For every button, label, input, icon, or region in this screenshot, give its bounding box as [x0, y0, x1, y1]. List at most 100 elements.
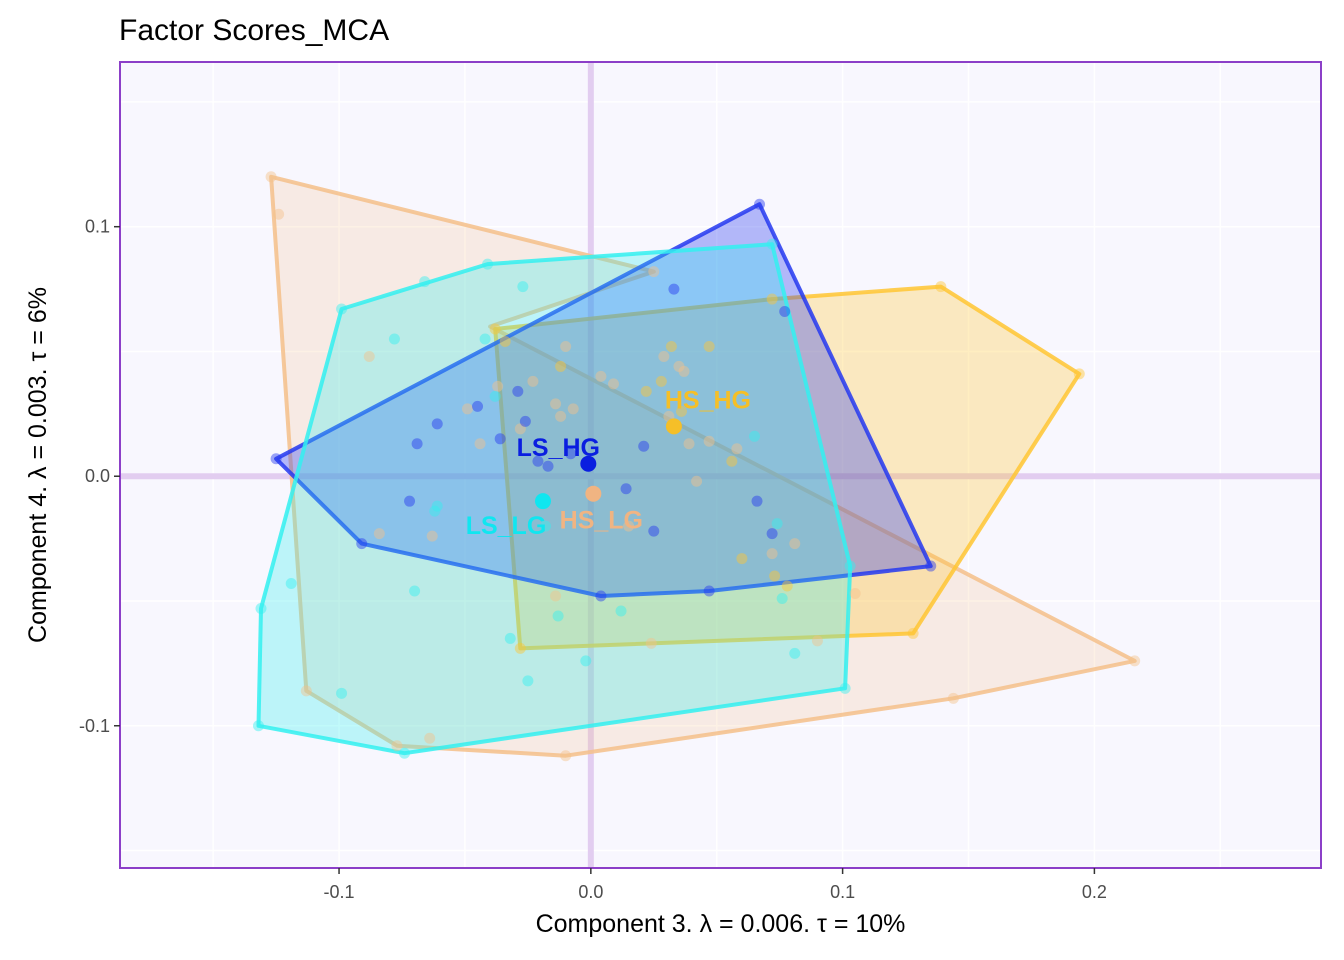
point-ls-hg: [668, 283, 680, 295]
point-hs-lg: [811, 635, 823, 647]
point-hs-lg: [363, 350, 375, 362]
point-hs-hg: [640, 385, 652, 397]
point-ls-hg: [431, 418, 443, 430]
point-hs-lg: [300, 685, 312, 697]
point-hs-lg: [527, 375, 539, 387]
point-hs-lg: [560, 340, 572, 352]
point-hs-lg: [595, 370, 607, 382]
mean-ls-lg: [534, 493, 551, 510]
point-hs-lg: [683, 438, 695, 450]
group-means: [534, 418, 682, 510]
x-axis-ticks: -0.1 0.0 0.1 0.2: [324, 868, 1107, 902]
point-hs-lg: [731, 443, 743, 455]
mean-ls-hg: [580, 455, 597, 472]
point-ls-lg: [839, 682, 851, 694]
point-hs-hg: [1073, 368, 1085, 380]
y-axis-title: Component 4. λ = 0.003. τ = 6%: [24, 287, 52, 643]
point-ls-hg: [703, 585, 715, 597]
y-tick-label: 0.0: [85, 466, 110, 486]
mean-hs-lg: [585, 485, 602, 502]
point-ls-lg: [766, 238, 778, 250]
point-ls-lg: [522, 675, 534, 687]
point-hs-hg: [555, 360, 567, 372]
point-ls-lg: [285, 578, 297, 590]
point-ls-hg: [754, 198, 766, 210]
point-ls-hg: [356, 538, 368, 550]
point-ls-hg: [751, 495, 763, 507]
point-hs-lg: [648, 266, 660, 278]
point-ls-hg: [532, 455, 544, 467]
mean-hs-hg: [665, 418, 682, 435]
point-ls-hg: [565, 448, 577, 460]
x-tick-label: -0.1: [324, 882, 355, 902]
point-ls-hg: [648, 525, 660, 537]
point-ls-lg: [776, 593, 788, 605]
point-hs-lg: [691, 475, 703, 487]
point-hs-lg: [273, 208, 285, 220]
point-ls-lg: [429, 505, 441, 517]
point-hs-hg: [655, 375, 667, 387]
point-ls-lg: [336, 687, 348, 699]
point-ls-lg: [748, 430, 760, 442]
group-labels: HS_LG HS_HG LS_HG LS_LG: [466, 386, 751, 540]
point-hs-lg: [461, 403, 473, 415]
point-hs-lg: [265, 171, 277, 183]
point-ls-hg: [779, 306, 791, 318]
point-ls-hg: [472, 400, 484, 412]
x-tick-label: 0.0: [578, 882, 603, 902]
chart-title: Factor Scores_MCA: [119, 14, 389, 47]
point-ls-hg: [411, 438, 423, 450]
point-hs-hg: [935, 281, 947, 293]
point-hs-hg: [514, 642, 526, 654]
point-ls-lg: [580, 655, 592, 667]
point-ls-hg: [404, 495, 416, 507]
group-hulls: [256, 174, 1137, 758]
point-ls-lg: [255, 602, 267, 614]
point-hs-hg: [489, 323, 501, 335]
point-hs-lg: [560, 750, 572, 762]
point-hs-hg: [766, 293, 778, 305]
point-hs-lg: [555, 410, 567, 422]
point-ls-hg: [925, 560, 937, 572]
y-tick-label: -0.1: [79, 716, 110, 736]
y-tick-label: 0.1: [85, 217, 110, 237]
point-hs-hg: [499, 335, 511, 347]
point-hs-lg: [766, 548, 778, 560]
point-ls-hg: [595, 590, 607, 602]
point-hs-hg: [726, 455, 738, 467]
point-ls-lg: [789, 647, 801, 659]
x-tick-label: 0.1: [830, 882, 855, 902]
point-ls-lg: [615, 605, 627, 617]
point-ls-hg: [542, 460, 554, 472]
point-hs-lg: [703, 435, 715, 447]
point-hs-lg: [550, 398, 562, 410]
point-hs-lg: [678, 365, 690, 377]
point-ls-hg: [512, 385, 524, 397]
point-hs-lg: [645, 637, 657, 649]
point-hs-lg: [424, 732, 436, 744]
point-hs-hg: [736, 553, 748, 565]
point-ls-lg: [252, 720, 264, 732]
point-ls-hg: [620, 483, 632, 495]
point-ls-lg: [399, 747, 411, 759]
group-points: [252, 171, 1141, 762]
point-ls-hg: [270, 453, 282, 465]
point-hs-hg: [781, 580, 793, 592]
point-hs-lg: [567, 403, 579, 415]
hull-ls-lg: [256, 242, 853, 756]
point-hs-lg: [789, 538, 801, 550]
point-hs-lg: [658, 350, 670, 362]
point-hs-hg: [703, 340, 715, 352]
label-ls-lg: LS_LG: [466, 512, 547, 540]
x-axis-title: Component 3. λ = 0.006. τ = 10%: [536, 910, 906, 938]
point-hs-lg: [947, 692, 959, 704]
point-hs-lg: [1129, 655, 1141, 667]
point-ls-hg: [494, 433, 506, 445]
point-hs-lg: [514, 423, 526, 435]
point-ls-lg: [517, 281, 529, 293]
point-hs-hg: [675, 405, 687, 417]
plot-border: [119, 61, 1322, 869]
point-hs-lg: [550, 590, 562, 602]
point-ls-lg: [552, 610, 564, 622]
